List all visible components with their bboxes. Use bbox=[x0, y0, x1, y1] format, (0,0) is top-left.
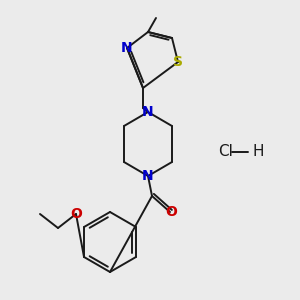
Text: N: N bbox=[121, 41, 133, 55]
Text: N: N bbox=[142, 105, 154, 119]
Text: H: H bbox=[252, 145, 263, 160]
Text: Cl: Cl bbox=[218, 145, 233, 160]
Text: N: N bbox=[142, 169, 154, 183]
Text: O: O bbox=[165, 205, 177, 219]
Text: O: O bbox=[70, 207, 82, 221]
Text: S: S bbox=[173, 55, 183, 69]
